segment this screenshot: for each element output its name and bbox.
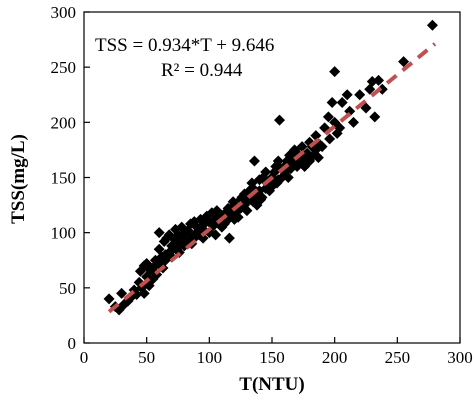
x-tick-label: 300 xyxy=(447,348,473,367)
y-tick-label: 100 xyxy=(51,224,77,243)
data-point xyxy=(116,287,128,299)
x-tick-label: 100 xyxy=(197,348,223,367)
data-point xyxy=(197,232,209,244)
y-tick-label: 300 xyxy=(51,3,77,22)
data-point xyxy=(260,166,272,178)
data-point xyxy=(248,155,260,167)
x-tick-label: 150 xyxy=(259,348,285,367)
x-tick-label: 0 xyxy=(80,348,89,367)
y-tick-label: 250 xyxy=(51,58,77,77)
data-point xyxy=(138,287,150,299)
data-point xyxy=(312,152,324,164)
x-tick-label: 250 xyxy=(385,348,411,367)
data-point xyxy=(247,183,259,195)
y-axis-title: TSS(mg/L) xyxy=(8,134,29,224)
x-tick-label: 50 xyxy=(138,348,155,367)
data-point xyxy=(282,172,294,183)
data-point xyxy=(310,130,322,142)
data-point xyxy=(322,111,334,123)
axis-ticks: 0 50 100 150 200 250 300 0 50 100 150 200 250 300 xyxy=(51,3,473,367)
y-tick-label: 50 xyxy=(59,279,76,298)
data-point xyxy=(336,96,348,108)
x-axis-title: T(NTU) xyxy=(239,374,304,395)
fit-line xyxy=(107,42,437,314)
data-point xyxy=(247,196,259,208)
data-point xyxy=(118,298,130,310)
r-squared-annotation: R² = 0.944 xyxy=(161,60,243,81)
data-point xyxy=(334,122,346,134)
data-point xyxy=(369,111,381,123)
y-tick-label: 0 xyxy=(68,334,77,353)
data-point xyxy=(426,19,438,31)
equation-annotation: TSS = 0.934*T + 9.646 xyxy=(95,35,274,56)
data-point xyxy=(103,293,115,305)
data-point xyxy=(274,114,286,126)
x-tick-label: 200 xyxy=(322,348,348,367)
data-point xyxy=(347,116,359,128)
data-point xyxy=(316,141,328,153)
data-point xyxy=(153,227,165,239)
data-point xyxy=(341,89,353,101)
data-point xyxy=(296,141,308,153)
data-point xyxy=(376,83,388,95)
data-point xyxy=(326,96,338,108)
data-point xyxy=(256,191,268,203)
data-point xyxy=(223,232,235,244)
data-points xyxy=(103,19,438,316)
data-point xyxy=(319,122,331,134)
y-tick-label: 150 xyxy=(51,169,77,188)
data-point xyxy=(232,211,244,223)
data-point xyxy=(329,66,341,78)
data-point xyxy=(210,229,222,241)
data-point xyxy=(354,89,366,101)
data-point xyxy=(398,56,410,68)
data-point xyxy=(241,205,253,217)
y-tick-label: 200 xyxy=(51,113,77,132)
data-point xyxy=(373,74,385,86)
data-point xyxy=(324,133,336,145)
